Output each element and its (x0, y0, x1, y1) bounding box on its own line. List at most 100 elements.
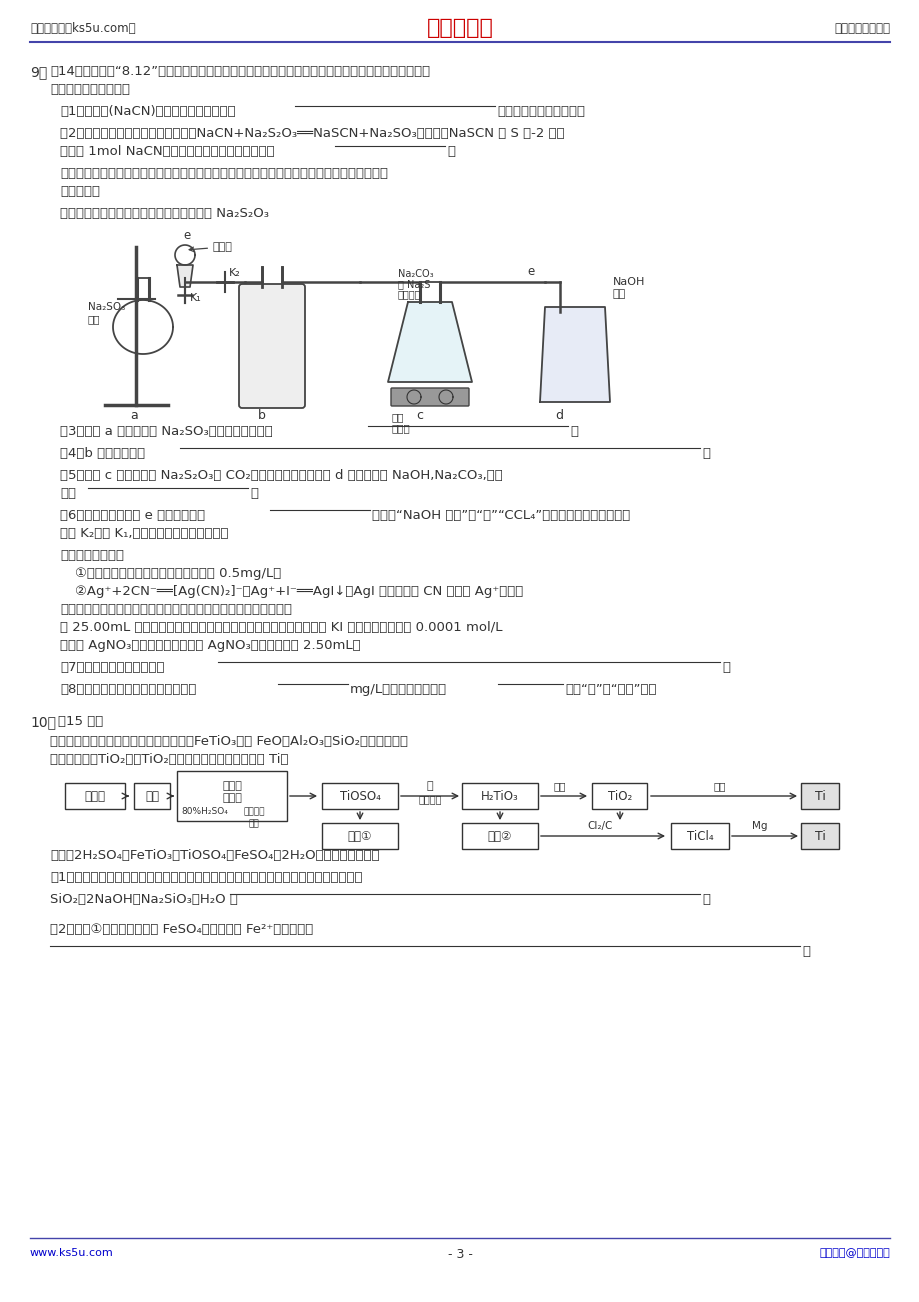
Text: 和 Na₂S: 和 Na₂S (398, 279, 430, 289)
Text: 混合溶液: 混合溶液 (398, 289, 421, 299)
FancyBboxPatch shape (461, 823, 538, 849)
FancyBboxPatch shape (800, 783, 838, 809)
Text: 净化的: 净化的 (221, 781, 242, 792)
Text: 净化: 净化 (145, 789, 159, 802)
Text: 钛铁矿: 钛铁矿 (85, 789, 106, 802)
Text: 80%H₂SO₄: 80%H₂SO₄ (181, 807, 228, 816)
Text: 过滤: 过滤 (248, 819, 259, 828)
Text: 10．: 10． (30, 715, 56, 729)
Text: 高考资源网（ks5u.com）: 高考资源网（ks5u.com） (30, 22, 135, 35)
Text: 钛是一种重要的金属，工业上用钛铁矿（FeTiO₃，含 FeO、Al₂O₃、SiO₂等杂质）为原: 钛是一种重要的金属，工业上用钛铁矿（FeTiO₃，含 FeO、Al₂O₃、SiO… (50, 736, 407, 749)
FancyBboxPatch shape (461, 783, 538, 809)
Text: 溶液: 溶液 (612, 289, 626, 299)
Text: 某化学兴趣小组在实验室制备硫代硫酸钠，并探究用硫代硫酸钠溶液处理后的氰化钠废水能否: 某化学兴趣小组在实验室制备硫代硫酸钠，并探究用硫代硫酸钠溶液处理后的氰化钠废水能… (60, 167, 388, 180)
Text: 。: 。 (250, 487, 257, 500)
FancyBboxPatch shape (670, 823, 728, 849)
Text: 钛铁矿: 钛铁矿 (221, 793, 242, 803)
Text: 水: 水 (426, 781, 433, 792)
Text: K₁: K₁ (190, 293, 201, 303)
Text: （6）实验结束后，在 e 处最好连接盛: （6）实验结束后，在 e 处最好连接盛 (60, 509, 205, 522)
Text: d: d (554, 409, 562, 422)
Text: 。: 。 (701, 447, 709, 460)
Text: （2）氰化钠与硫代硫酸钠的反应为：NaCN+Na₂S₂O₃══NaSCN+Na₂SO₃；已知：NaSCN 中 S 为-2 价，: （2）氰化钠与硫代硫酸钠的反应为：NaCN+Na₂S₂O₃══NaSCN+Na₂… (60, 128, 564, 141)
Text: 达标排放。: 达标排放。 (60, 185, 100, 198)
Text: - 3 -: - 3 - (447, 1249, 472, 1262)
FancyBboxPatch shape (322, 823, 398, 849)
Text: Na₂SO₃: Na₂SO₃ (88, 302, 125, 312)
Text: 关闭 K₂打开 K₁,防止拆除装置时污染空气。: 关闭 K₂打开 K₁,防止拆除装置时污染空气。 (60, 527, 228, 540)
Polygon shape (539, 307, 609, 402)
Text: 。: 。 (447, 145, 455, 158)
Text: ②Ag⁺+2CN⁻══[Ag(CN)₂]⁻，Ag⁺+I⁻══AgI↓；AgI 是黄色，且 CN 优先与 Ag⁺反应。: ②Ag⁺+2CN⁻══[Ag(CN)₂]⁻，Ag⁺+I⁻══AgI↓；AgI 是… (75, 585, 523, 598)
Text: （4）b 装置的作用是: （4）b 装置的作用是 (60, 447, 145, 460)
FancyBboxPatch shape (322, 783, 398, 809)
Text: 搅拌器: 搅拌器 (391, 423, 410, 434)
Text: mg/L，能否达标排放？: mg/L，能否达标排放？ (349, 684, 447, 697)
Text: 电解: 电解 (713, 781, 725, 792)
Text: e: e (527, 266, 534, 279)
Text: 的标准 AgNO₃溶液滴定，平均消耗 AgNO₃溶液的体积为 2.50mL。: 的标准 AgNO₃溶液滴定，平均消耗 AgNO₃溶液的体积为 2.50mL。 (60, 639, 360, 652)
Text: 固体: 固体 (88, 314, 100, 324)
Text: 磁力: 磁力 (391, 411, 404, 422)
FancyBboxPatch shape (800, 823, 838, 849)
FancyBboxPatch shape (391, 388, 469, 406)
Text: www.ks5u.com: www.ks5u.com (30, 1249, 114, 1258)
Text: 。: 。 (570, 424, 577, 437)
Text: c: c (415, 409, 423, 422)
Text: 。: 。 (701, 893, 709, 906)
Text: 您身边的高考专家: 您身边的高考专家 (834, 22, 889, 35)
Text: 冷却结晶: 冷却结晶 (243, 807, 265, 816)
Text: （选填“NaOH 溶液”、“水”“CCL₄”中任一种）的注射器，再: （选填“NaOH 溶液”、“水”“CCL₄”中任一种）的注射器，再 (371, 509, 630, 522)
Text: （2）滤液①中的溶质主要是 FeSO₄，检验其中 Fe²⁺的方法是：: （2）滤液①中的溶质主要是 FeSO₄，检验其中 Fe²⁺的方法是： (50, 923, 312, 936)
Polygon shape (388, 302, 471, 381)
Text: 能有: 能有 (60, 487, 76, 500)
Text: 滤液②: 滤液② (487, 829, 512, 842)
Text: 取 25.00mL 处理后的氰化钠废水于锥形瓶中；往锥形瓶中滴加几滴 KI 溶液作指示剂；用 0.0001 mol/L: 取 25.00mL 处理后的氰化钠废水于锥形瓶中；往锥形瓶中滴加几滴 KI 溶液… (60, 621, 502, 634)
Text: b: b (257, 409, 266, 422)
Text: ①废水中氰化钠含量的最高排放标准为 0.5mg/L。: ①废水中氰化钠含量的最高排放标准为 0.5mg/L。 (75, 566, 281, 579)
Text: 版权所有@高考资源网: 版权所有@高考资源网 (818, 1249, 889, 1258)
Text: （5）装置 c 中的产物有 Na₂S₂O₃和 CO₂气体等，实验后，装置 d 中的溶液有 NaOH,Na₂CO₃,还可: （5）装置 c 中的产物有 Na₂S₂O₃和 CO₂气体等，实验后，装置 d 中… (60, 469, 502, 482)
Text: 浓硫酸: 浓硫酸 (189, 242, 233, 253)
Polygon shape (176, 266, 193, 286)
Text: （3）上图 a 装置中盛装 Na₂SO₃固体的仪器名称是: （3）上图 a 装置中盛装 Na₂SO₃固体的仪器名称是 (60, 424, 272, 437)
Text: 。: 。 (801, 945, 809, 958)
Text: NaOH: NaOH (612, 277, 644, 286)
Text: Mg: Mg (752, 822, 767, 831)
Text: （填“能”或“不能”）。: （填“能”或“不能”）。 (564, 684, 656, 697)
FancyBboxPatch shape (65, 783, 125, 809)
Text: Ti: Ti (813, 829, 824, 842)
Text: 其中，2H₂SO₄＋FeTiO₃＝TiOSO₄＋FeSO₄＋2H₂O。回答下列问题。: 其中，2H₂SO₄＋FeTiO₃＝TiOSO₄＋FeSO₄＋2H₂O。回答下列问… (50, 849, 380, 862)
Text: TiCl₄: TiCl₄ (686, 829, 712, 842)
Text: （8）处理后的废水中氰化钠的含量为: （8）处理后的废水中氰化钠的含量为 (60, 684, 196, 697)
Text: （用离子方程式解释）。: （用离子方程式解释）。 (496, 105, 584, 118)
FancyBboxPatch shape (592, 783, 647, 809)
Text: SiO₂＋2NaOH＝Na₂SiO₃＋H₂O 和: SiO₂＋2NaOH＝Na₂SiO₃＋H₂O 和 (50, 893, 238, 906)
Text: 加热／过: 加热／过 (418, 794, 441, 805)
Text: （14分）天津港“8.12”爆炸事故中，因爆炸冲击导致氰化钠有少量泄漏，可通过喷洒硫代硫酸钠溶液: （14分）天津港“8.12”爆炸事故中，因爆炸冲击导致氰化钠有少量泄漏，可通过喷… (50, 65, 430, 78)
Text: a: a (130, 409, 138, 422)
Text: 。: 。 (721, 661, 729, 674)
Text: （7）滴定终点的判断依据是: （7）滴定终点的判断依据是 (60, 661, 165, 674)
Text: （15 分）: （15 分） (58, 715, 103, 728)
Text: Cl₂/C: Cl₂/C (586, 822, 612, 831)
Text: K₂: K₂ (229, 268, 241, 279)
FancyBboxPatch shape (239, 284, 305, 408)
Text: 【实验一】实验室通过如下图所示装置制备 Na₂S₂O₃: 【实验一】实验室通过如下图所示装置制备 Na₂S₂O₃ (60, 207, 268, 220)
Text: 煅烧: 煅烧 (553, 781, 565, 792)
FancyBboxPatch shape (176, 771, 287, 822)
Text: 料制钛白粉（TiO₂），TiO₂常通过两种方法还原可制得 Ti。: 料制钛白粉（TiO₂），TiO₂常通过两种方法还原可制得 Ti。 (50, 753, 289, 766)
Text: （1）净化钛矿石时，需用浓氢氧化钠溶液来处理，该过程中发生反应的化学方程式有：: （1）净化钛矿石时，需用浓氢氧化钠溶液来处理，该过程中发生反应的化学方程式有： (50, 871, 362, 884)
Text: TiO₂: TiO₂ (607, 789, 631, 802)
FancyBboxPatch shape (134, 783, 170, 809)
Text: 高考资源网: 高考资源网 (426, 18, 493, 38)
Text: H₂TiO₃: H₂TiO₃ (481, 789, 518, 802)
Text: 滤液①: 滤液① (347, 829, 372, 842)
Text: Na₂CO₃: Na₂CO₃ (398, 270, 433, 279)
Text: 9．: 9． (30, 65, 47, 79)
Text: Ti: Ti (813, 789, 824, 802)
Text: （1）氰化钠(NaCN)溶液显碱性，其原因是: （1）氰化钠(NaCN)溶液显碱性，其原因是 (60, 105, 235, 118)
Text: TiOSO₄: TiOSO₄ (339, 789, 380, 802)
Text: 【实验二】已知：: 【实验二】已知： (60, 549, 124, 562)
Text: 来处理，以减轻污染。: 来处理，以减轻污染。 (50, 83, 130, 96)
